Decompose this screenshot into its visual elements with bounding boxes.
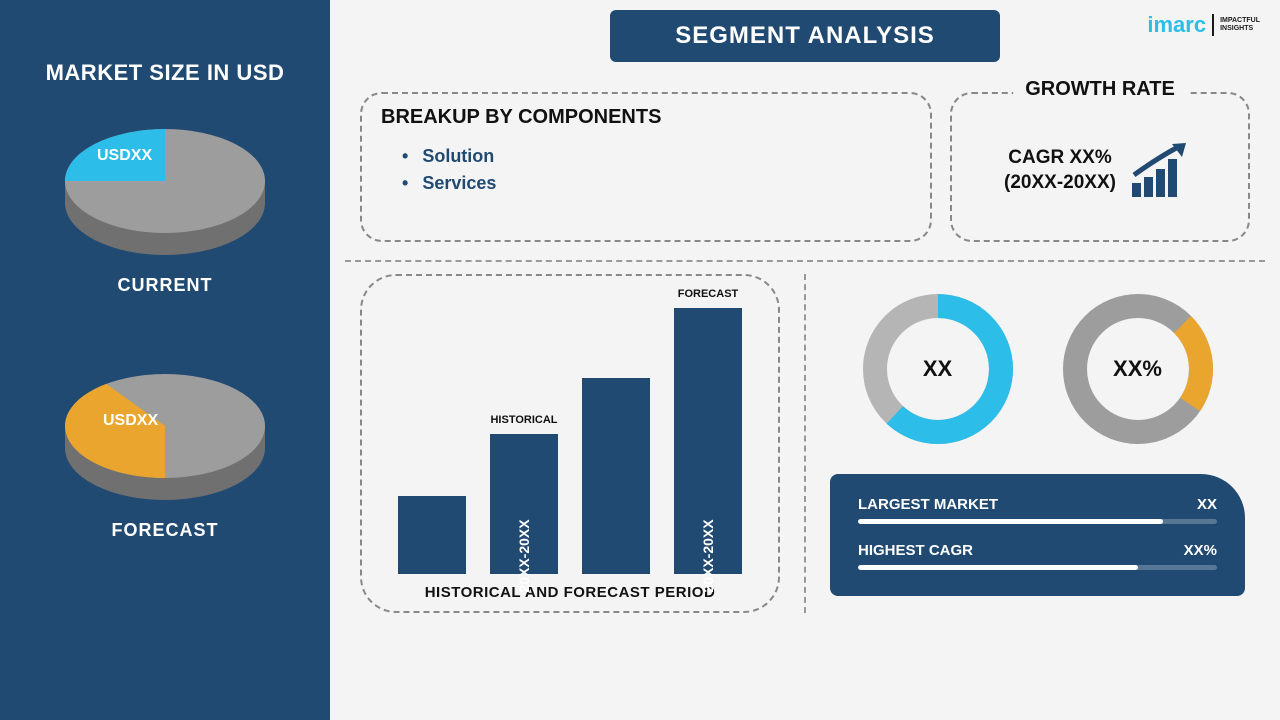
metric-fill xyxy=(858,519,1163,524)
logo-divider xyxy=(1212,14,1214,36)
sidebar-title: MARKET SIZE IN USD xyxy=(20,60,310,86)
logo-text: imarc xyxy=(1147,12,1206,38)
metric-value: XX xyxy=(1197,496,1217,513)
bar xyxy=(398,496,466,574)
donut-left: XX xyxy=(863,294,1013,444)
metric-bar xyxy=(858,519,1217,524)
bar: HISTORICAL20XX-20XX xyxy=(490,434,558,574)
breakup-item: Services xyxy=(402,170,908,197)
metric-label: LARGEST MARKET xyxy=(858,496,998,513)
growth-text: CAGR XX% (20XX-20XX) xyxy=(1004,146,1116,195)
pie-current: USDXX xyxy=(20,121,310,261)
metric-value: XX% xyxy=(1184,542,1217,559)
metrics-card: LARGEST MARKET XX HIGHEST CAGR XX% xyxy=(830,474,1245,596)
pie-current-label: CURRENT xyxy=(20,275,310,296)
metric-row: HIGHEST CAGR XX% xyxy=(858,542,1217,570)
breakup-item: Solution xyxy=(402,143,908,170)
donut-left-value: XX xyxy=(863,294,1013,444)
hist-caption: HISTORICAL AND FORECAST PERIOD xyxy=(390,584,750,601)
sidebar: MARKET SIZE IN USD USDXX CURRENT USDXX F… xyxy=(0,0,330,720)
historical-panel: HISTORICAL20XX-20XXFORECAST20XX-20XX HIS… xyxy=(360,274,780,613)
breakup-heading: BREAKUP BY COMPONENTS xyxy=(379,106,671,129)
donut-row: XX XX% xyxy=(830,294,1245,444)
donut-right-value: XX% xyxy=(1063,294,1213,444)
growth-panel: GROWTH RATE CAGR XX% (20XX-20XX) xyxy=(950,92,1250,242)
bar-chart: HISTORICAL20XX-20XX FORECAST20XX-20XX xyxy=(390,294,750,574)
main-panel: imarc IMPACTFUL INSIGHTS SEGMENT ANALYSI… xyxy=(330,0,1280,720)
metric-row: LARGEST MARKET XX xyxy=(858,496,1217,524)
pie-forecast: USDXX xyxy=(20,366,310,506)
donut-right: XX% xyxy=(1063,294,1213,444)
bar xyxy=(582,378,650,574)
page-title: SEGMENT ANALYSIS xyxy=(610,10,1000,62)
breakup-panel: BREAKUP BY COMPONENTS SolutionServices xyxy=(360,92,932,242)
pie-forecast-label: FORECAST xyxy=(20,520,310,541)
metric-fill xyxy=(858,565,1138,570)
bar-top-label: HISTORICAL xyxy=(490,414,557,426)
growth-chart-icon xyxy=(1126,141,1196,201)
bar-inner-label: 20XX-20XX xyxy=(700,519,716,592)
bar-top-label: FORECAST xyxy=(678,288,739,300)
bar: FORECAST20XX-20XX xyxy=(674,308,742,574)
divider-horizontal xyxy=(345,260,1265,262)
metric-bar xyxy=(858,565,1217,570)
growth-heading: GROWTH RATE xyxy=(1013,78,1187,101)
brand-logo: imarc IMPACTFUL INSIGHTS xyxy=(1147,12,1260,38)
divider-vertical xyxy=(804,274,806,613)
metric-label: HIGHEST CAGR xyxy=(858,542,973,559)
breakup-list: SolutionServices xyxy=(384,143,908,197)
logo-tagline: IMPACTFUL INSIGHTS xyxy=(1220,17,1260,33)
bar-inner-label: 20XX-20XX xyxy=(516,519,532,592)
